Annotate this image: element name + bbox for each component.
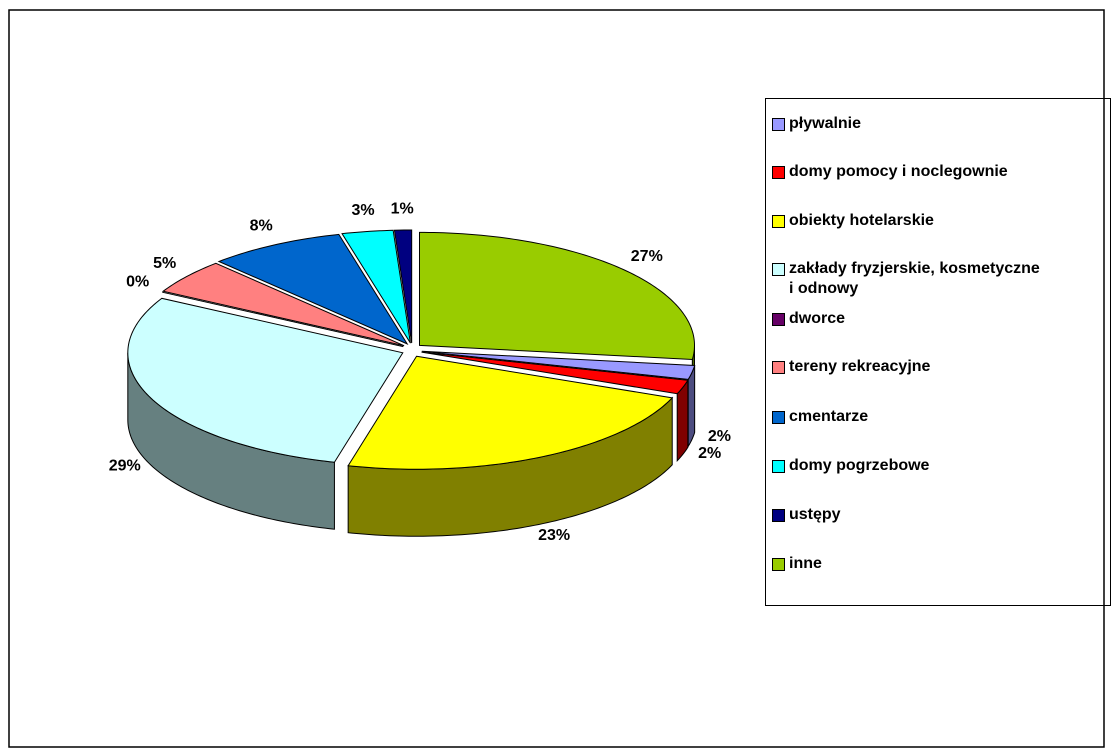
data-label: 1% xyxy=(391,200,414,217)
slice xyxy=(341,229,411,344)
legend-label: domy pomocy i noclegownie xyxy=(789,163,1008,180)
data-label: 8% xyxy=(250,218,273,235)
data-label: 23% xyxy=(538,527,570,544)
legend-label: cmentarze xyxy=(789,408,869,425)
legend-label: domy pogrzebowe xyxy=(789,457,930,474)
data-label: 0% xyxy=(126,273,149,290)
legend-swatch xyxy=(772,166,785,179)
legend-swatch xyxy=(772,215,785,228)
data-label: 3% xyxy=(351,202,374,219)
slice xyxy=(419,231,696,361)
slice xyxy=(347,355,674,470)
legend-item: zakłady fryzjerskie, kosmetyczne i odnow… xyxy=(772,259,1042,299)
slice xyxy=(161,262,405,347)
data-label: 29% xyxy=(109,458,141,475)
legend-label: pływalnie xyxy=(789,115,862,132)
legend-swatch xyxy=(772,509,785,522)
legend-item: ustępy xyxy=(772,505,1042,525)
legend-label: inne xyxy=(789,555,822,572)
slice xyxy=(393,229,413,344)
data-label: 5% xyxy=(153,255,176,272)
legend-swatch xyxy=(772,313,785,326)
slice xyxy=(421,351,689,395)
legend-item: domy pogrzebowe xyxy=(772,456,1042,476)
legend-swatch xyxy=(772,411,785,424)
slice xyxy=(217,233,409,345)
legend-item: tereny rekreacyjne xyxy=(772,357,1042,377)
legend-label: obiekty hotelarskie xyxy=(789,212,934,229)
legend-label: dworce xyxy=(789,310,846,327)
legend-item: pływalnie xyxy=(772,114,1042,134)
data-label: 27% xyxy=(631,248,663,265)
slice xyxy=(127,297,404,463)
legend-item: dworce xyxy=(772,309,1042,329)
data-label: 2% xyxy=(708,428,731,445)
legend-label: zakłady fryzjerskie, kosmetyczne i odnow… xyxy=(789,260,1040,297)
legend-item: domy pomocy i noclegownie xyxy=(772,162,1042,182)
legend-label: ustępy xyxy=(789,506,841,523)
legend-label: tereny rekreacyjne xyxy=(789,358,931,375)
legend-swatch xyxy=(772,460,785,473)
pie xyxy=(127,229,696,537)
legend: pływalnie domy pomocy i noclegownie obiekt… xyxy=(765,98,1111,606)
legend-item: inne xyxy=(772,554,1042,574)
legend-swatch xyxy=(772,118,785,131)
data-label: 2% xyxy=(698,445,721,462)
legend-swatch xyxy=(772,558,785,571)
legend-item: cmentarze xyxy=(772,407,1042,427)
legend-swatch xyxy=(772,263,785,276)
slice xyxy=(162,291,404,348)
legend-swatch xyxy=(772,361,785,374)
legend-item: obiekty hotelarskie xyxy=(772,211,1042,231)
